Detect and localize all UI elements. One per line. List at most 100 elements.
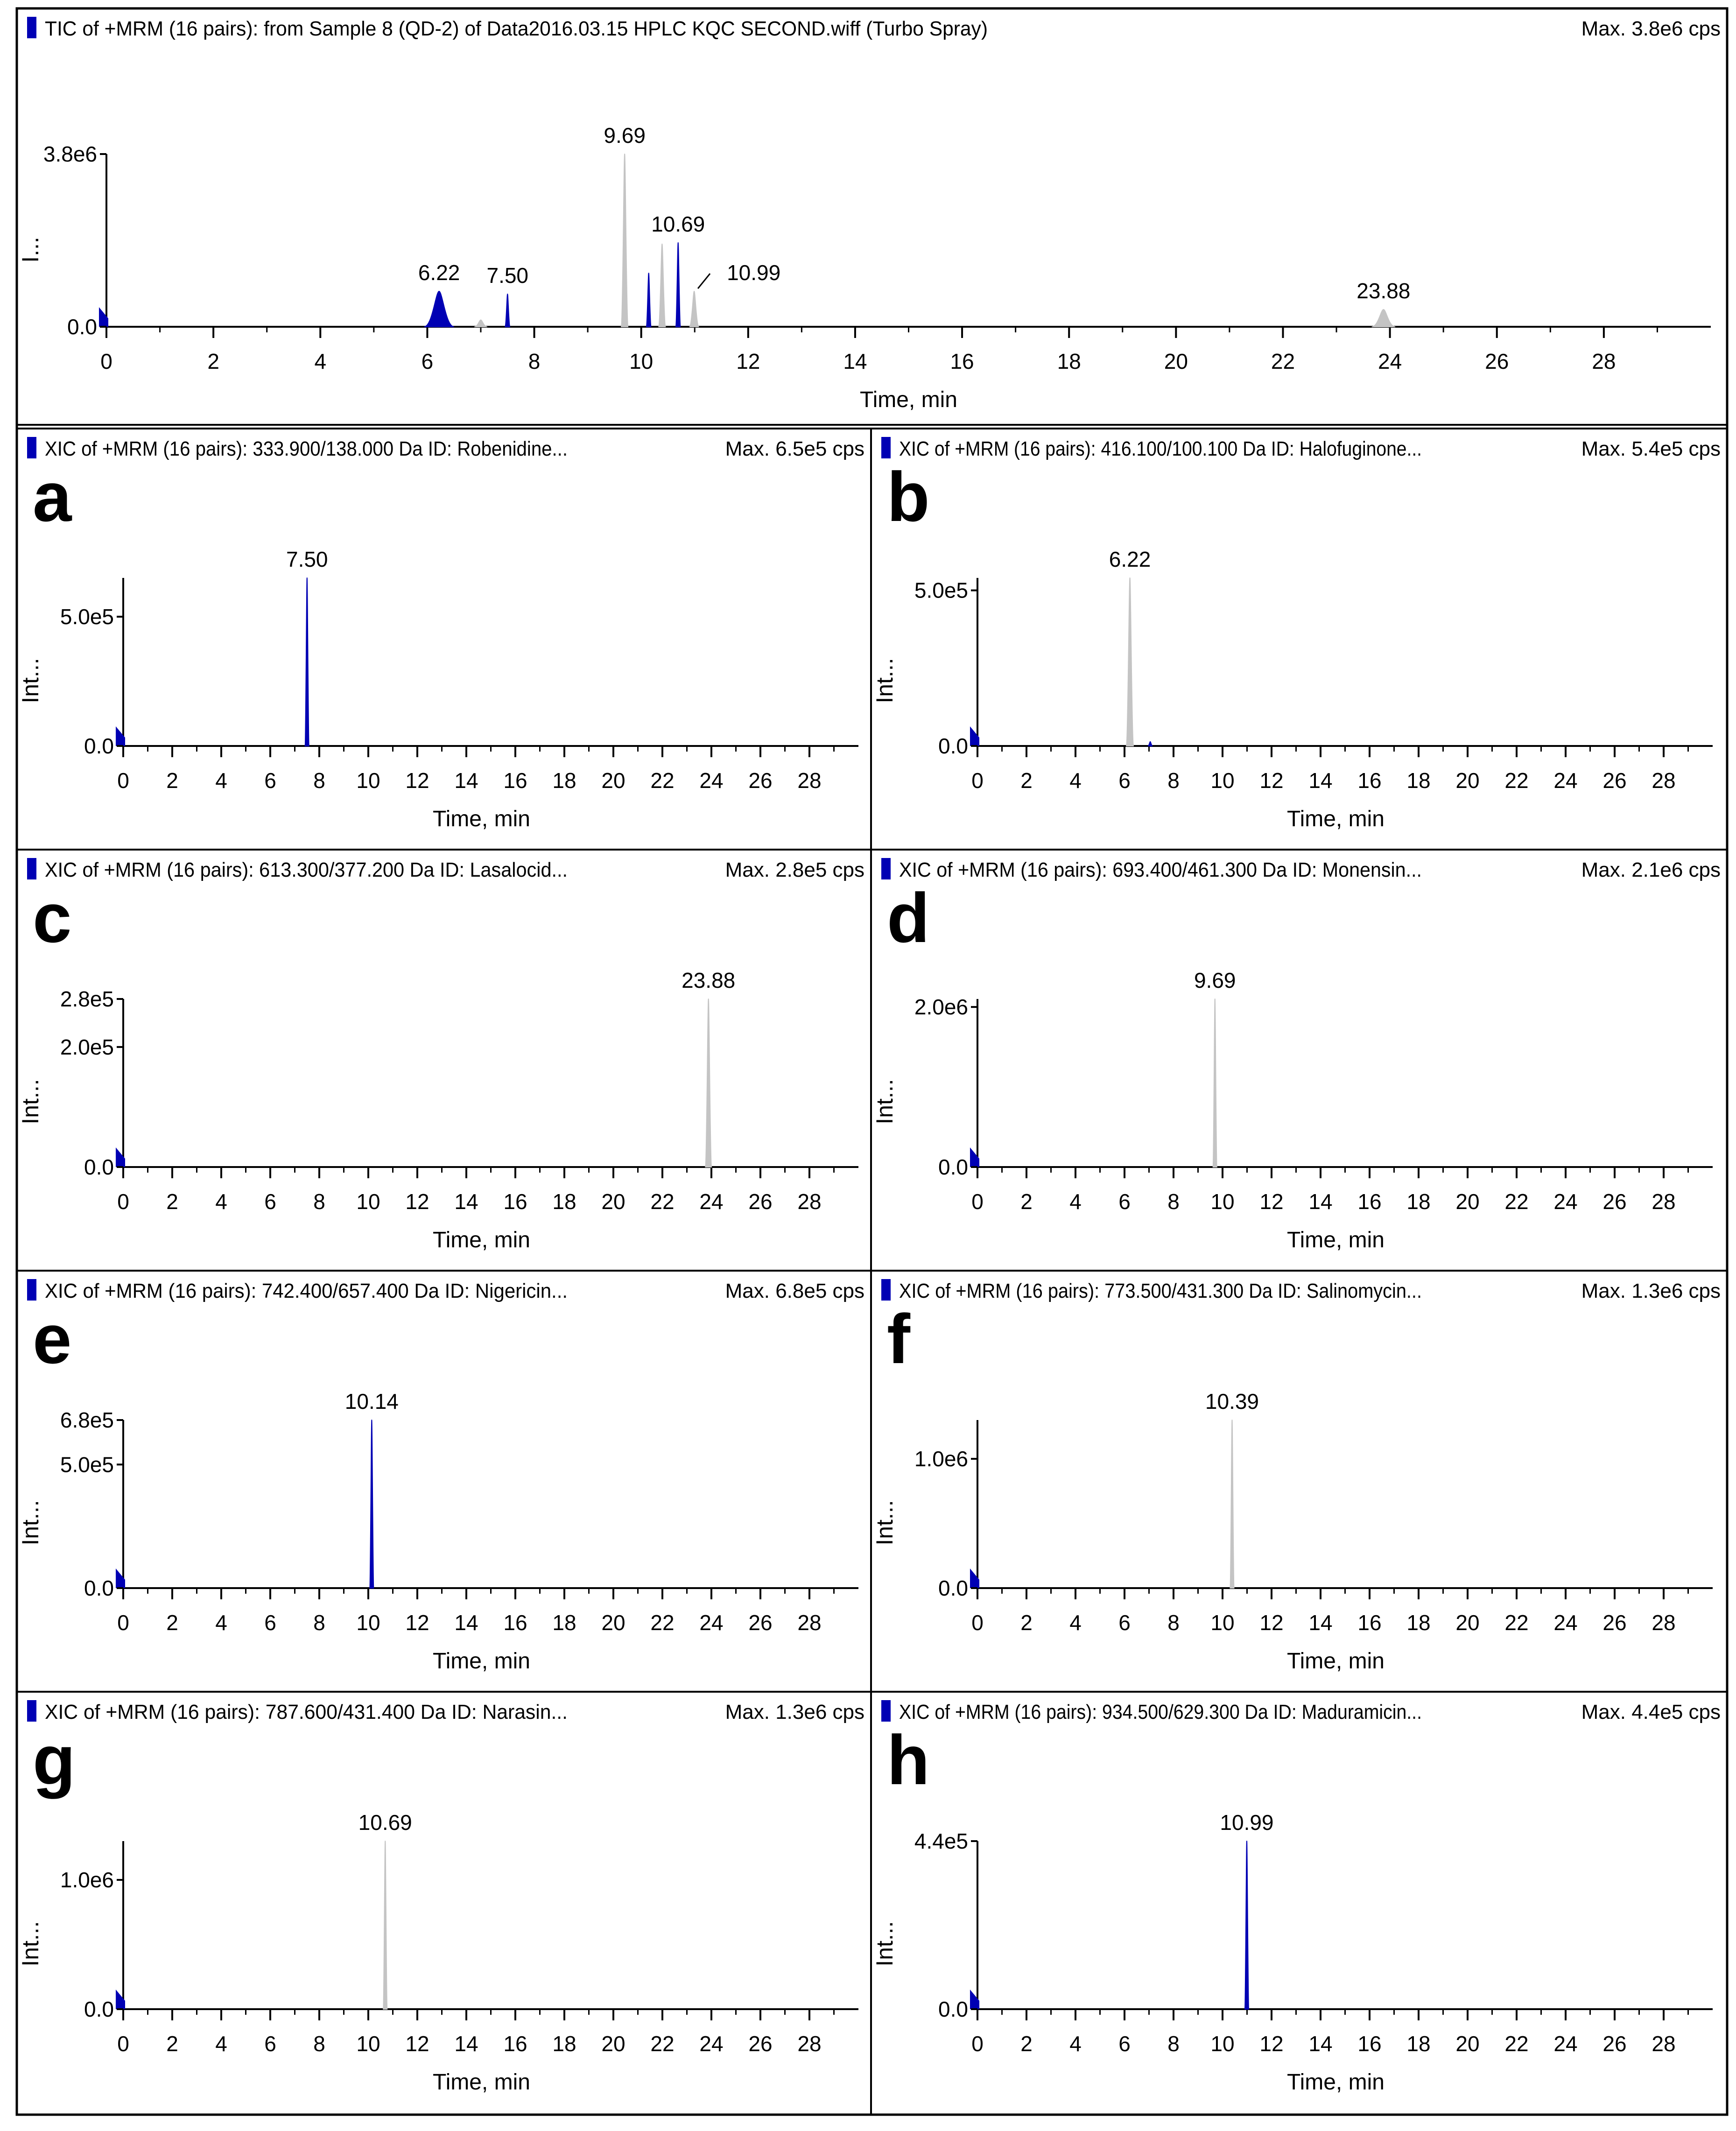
x-tick-label: 20 [1164, 349, 1188, 373]
panel-b: XIC of +MRM (16 pairs): 416.100/100.100 … [870, 428, 1728, 851]
x-tick-label: 4 [1069, 1189, 1082, 1214]
series-marker-icon [27, 437, 36, 458]
x-tick-label: 22 [650, 1189, 674, 1214]
panel-c: XIC of +MRM (16 pairs): 613.300/377.200 … [16, 849, 872, 1272]
y-axis-title: Int... [872, 1079, 898, 1124]
x-tick-label: 2 [166, 1611, 178, 1635]
peak [658, 243, 667, 327]
peak [1125, 577, 1134, 746]
y-tick-label: 3.8e6 [43, 142, 97, 166]
x-tick-label: 24 [1553, 1189, 1577, 1214]
panel-title: XIC of +MRM (16 pairs): 693.400/461.300 … [899, 858, 1422, 881]
y-tick-label: 5.0e5 [60, 1452, 114, 1477]
x-tick-label: 24 [699, 1611, 723, 1635]
peak [1147, 741, 1153, 746]
x-tick-label: 16 [1357, 768, 1381, 793]
x-tick-label: 14 [1308, 768, 1332, 793]
panel-letter: g [33, 1721, 76, 1799]
panel-border [870, 849, 1728, 1272]
x-tick-label: 18 [1406, 1611, 1430, 1635]
x-tick-label: 12 [405, 768, 429, 793]
panel-letter: h [887, 1721, 930, 1799]
x-tick-label: 16 [1357, 1189, 1381, 1214]
x-tick-label: 10 [356, 768, 380, 793]
x-tick-label: 20 [601, 768, 625, 793]
series-marker-icon [881, 1700, 891, 1722]
panel-letter: b [887, 457, 930, 536]
x-tick-label: 0 [117, 768, 129, 793]
x-tick-label: 6 [1118, 1189, 1131, 1214]
x-tick-label: 28 [1592, 349, 1616, 373]
y-axis-title: Int... [17, 1079, 43, 1124]
peak [474, 319, 487, 327]
x-tick-label: 12 [1259, 768, 1283, 793]
panel-title: XIC of +MRM (16 pairs): 787.600/431.400 … [45, 1701, 568, 1723]
x-tick-label: 28 [1652, 1189, 1675, 1214]
x-tick-label: 26 [1485, 349, 1509, 373]
x-tick-label: 18 [552, 768, 576, 793]
x-tick-label: 16 [1357, 2032, 1381, 2056]
x-tick-label: 0 [971, 1611, 984, 1635]
y-tick-label: 6.8e5 [60, 1408, 114, 1432]
x-tick-label: 8 [1167, 768, 1180, 793]
x-tick-label: 14 [843, 349, 867, 373]
panel-max-label: Max. 1.3e6 cps [725, 1701, 864, 1723]
peak [645, 273, 652, 327]
y-tick-label: 0.0 [938, 1997, 968, 2021]
x-tick-label: 8 [1167, 1611, 1180, 1635]
x-tick-label: 22 [1504, 2032, 1528, 2056]
peak [1212, 998, 1218, 1167]
x-tick-label: 0 [117, 1611, 129, 1635]
y-tick-label: 5.0e5 [60, 605, 114, 629]
origin-marker-icon [116, 1147, 125, 1167]
peak-label: 23.88 [1356, 279, 1410, 303]
panel-title: XIC of +MRM (16 pairs): 742.400/657.400 … [45, 1280, 568, 1302]
x-tick-label: 14 [454, 1189, 478, 1214]
x-tick-label: 22 [1271, 349, 1295, 373]
x-tick-label: 4 [215, 1189, 227, 1214]
series-marker-icon [881, 437, 891, 458]
x-tick-label: 24 [699, 768, 723, 793]
x-tick-label: 24 [699, 1189, 723, 1214]
x-tick-label: 26 [748, 768, 772, 793]
x-tick-label: 4 [1069, 1611, 1082, 1635]
x-tick-label: 14 [454, 2032, 478, 2056]
x-tick-label: 8 [313, 768, 325, 793]
y-axis-title: Int... [17, 1500, 43, 1545]
panel-border [16, 1270, 872, 1693]
x-tick-label: 18 [1406, 768, 1430, 793]
x-tick-label: 2 [166, 2032, 178, 2056]
series-marker-icon [27, 858, 36, 879]
y-axis-title: Int... [872, 1500, 898, 1545]
x-tick-label: 20 [1455, 768, 1479, 793]
x-tick-label: 2 [166, 1189, 178, 1214]
x-tick-label: 2 [1020, 2032, 1033, 2056]
x-tick-label: 4 [314, 349, 326, 373]
y-axis-title: I... [17, 237, 43, 263]
peak [620, 153, 629, 327]
panel-max-label: Max. 3.8e6 cps [1581, 17, 1721, 40]
x-tick-label: 24 [1553, 2032, 1577, 2056]
x-tick-label: 28 [797, 768, 821, 793]
peak-label: 7.50 [286, 547, 328, 571]
peak [704, 998, 713, 1167]
x-tick-label: 16 [503, 2032, 527, 2056]
panel-letter: f [887, 1300, 911, 1378]
x-tick-label: 0 [100, 349, 112, 373]
x-tick-label: 26 [748, 1189, 772, 1214]
x-axis-title: Time, min [433, 2070, 530, 2095]
panel-max-label: Max. 2.1e6 cps [1581, 858, 1721, 881]
x-tick-label: 24 [1553, 768, 1577, 793]
panel-border [16, 1691, 872, 2116]
x-tick-label: 0 [971, 768, 984, 793]
x-tick-label: 22 [1504, 768, 1528, 793]
y-tick-label: 2.0e5 [60, 1035, 114, 1059]
y-tick-label: 0.0 [84, 1576, 114, 1600]
panel-max-label: Max. 6.8e5 cps [725, 1280, 864, 1302]
x-tick-label: 12 [405, 1611, 429, 1635]
x-tick-label: 22 [1504, 1189, 1528, 1214]
y-axis-title: Int... [872, 1921, 898, 1966]
series-marker-icon [27, 1279, 36, 1301]
x-tick-label: 10 [629, 349, 653, 373]
x-tick-label: 2 [166, 768, 178, 793]
